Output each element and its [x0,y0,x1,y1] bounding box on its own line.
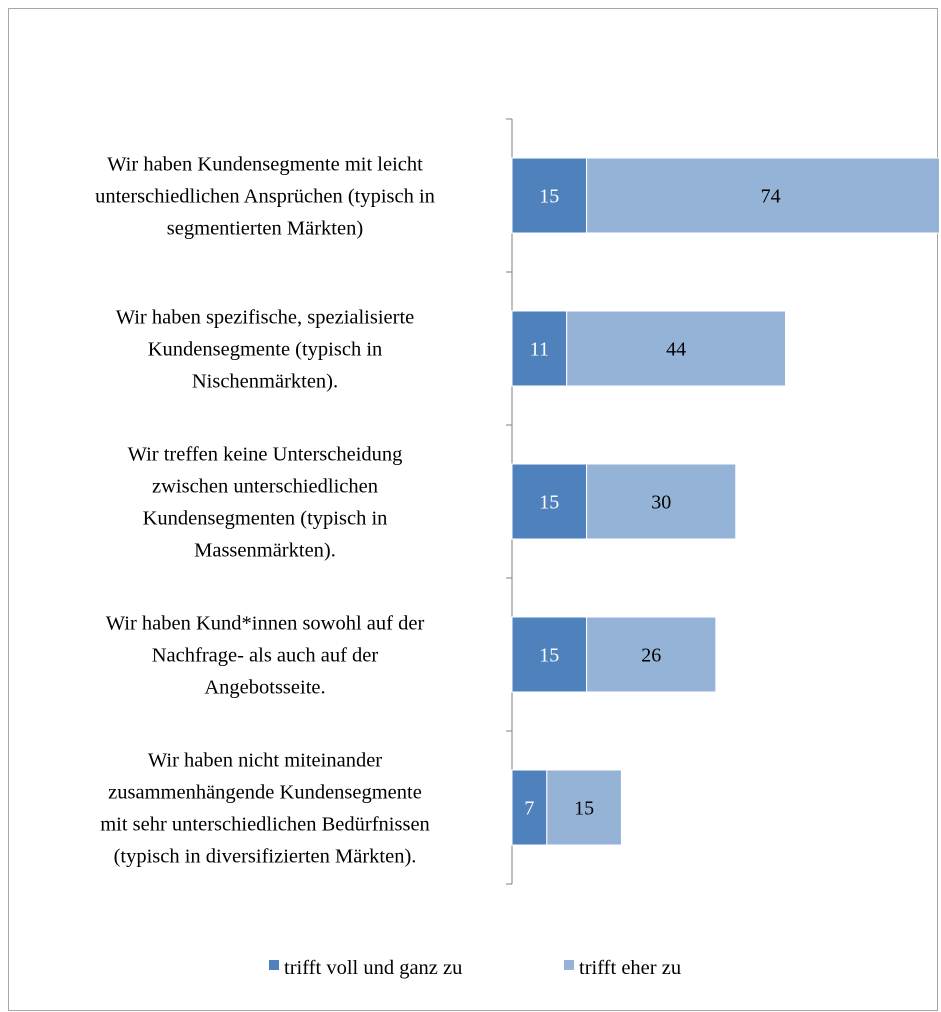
bar-segment-trifft-voll-und-ganz-zu [511,616,588,693]
bar-segment-trifft-eher-zu [586,157,939,234]
data-label: 15 [574,798,594,820]
legend-swatch [564,960,574,970]
bar-segment-trifft-eher-zu [586,616,717,693]
data-label: 30 [651,492,671,514]
data-label: 11 [530,339,549,361]
data-label: 44 [666,339,686,361]
category-label: Wir treffen keine Unterscheidung zwischen… [128,444,403,562]
data-label: 26 [641,645,661,667]
category-label: Wir haben spezifische, spezialisierte Kun… [116,307,415,393]
data-label: 7 [524,798,534,820]
chart-frame: Wir haben Kundensegmente mit leicht unter… [8,8,939,1011]
category-label: Wir haben Kundensegmente mit leicht unter… [95,154,435,240]
bar-chart: Wir haben Kundensegmente mit leicht unter… [95,118,939,979]
bar-segment-trifft-eher-zu [586,463,737,540]
bar-segment-trifft-voll-und-ganz-zu [511,310,568,387]
data-label: 15 [539,492,559,514]
bar-segment-trifft-voll-und-ganz-zu [511,157,588,234]
data-label: 74 [761,186,781,208]
data-label: 15 [539,645,559,667]
legend-label: trifft voll und ganz zu [284,957,462,979]
legend-swatch [269,960,279,970]
data-label: 15 [539,186,559,208]
bar-segment-trifft-voll-und-ganz-zu [511,463,588,540]
bar-segment-trifft-eher-zu [566,310,787,387]
category-label: Wir haben Kund*innen sowohl auf der Nachf… [106,613,425,699]
legend-label: trifft eher zu [579,957,681,979]
bar-segment-trifft-eher-zu [546,769,622,846]
category-label: Wir haben nicht miteinander zusammenhänge… [100,750,430,868]
